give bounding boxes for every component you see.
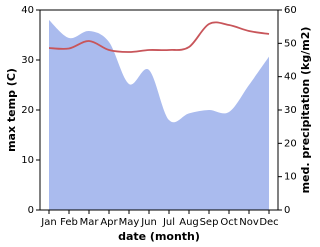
y2-tick-label: 60	[284, 5, 297, 16]
y2-tick-label: 0	[284, 205, 290, 216]
y-tick-label: 10	[21, 155, 34, 166]
y2-tick-label: 50	[284, 38, 297, 49]
x-tick-label: Aug	[179, 217, 199, 228]
x-tick-label: Jun	[140, 217, 157, 228]
precipitation-area	[49, 20, 269, 210]
x-tick-label: Apr	[100, 217, 118, 228]
y-tick-label: 0	[28, 205, 34, 216]
temp-line	[48, 21, 270, 53]
y-tick-label: 20	[21, 105, 34, 116]
y-tick-label: 30	[21, 55, 34, 66]
y2-tick-label: 30	[284, 105, 297, 116]
x-tick-label: Sep	[200, 217, 219, 228]
x-tick-label: Dec	[259, 217, 278, 228]
x-tick-label: Mar	[80, 217, 100, 228]
y2-tick-label: 10	[284, 172, 297, 183]
x-tick-label: Jan	[40, 217, 56, 228]
y-axis-label: max temp (C)	[5, 68, 18, 152]
x-tick-label: Feb	[60, 217, 78, 228]
x-tick-label: May	[119, 217, 140, 228]
x-tick-label: Jul	[162, 217, 175, 228]
y-tick-label: 40	[21, 5, 34, 16]
x-axis-label: date (month)	[118, 230, 200, 243]
y2-tick-label: 20	[284, 138, 297, 149]
y2-tick-label: 40	[284, 72, 297, 83]
x-tick-label: Nov	[239, 217, 259, 228]
x-tick-label: Oct	[220, 217, 237, 228]
y2-axis-label: med. precipitation (kg/m2)	[299, 27, 312, 194]
